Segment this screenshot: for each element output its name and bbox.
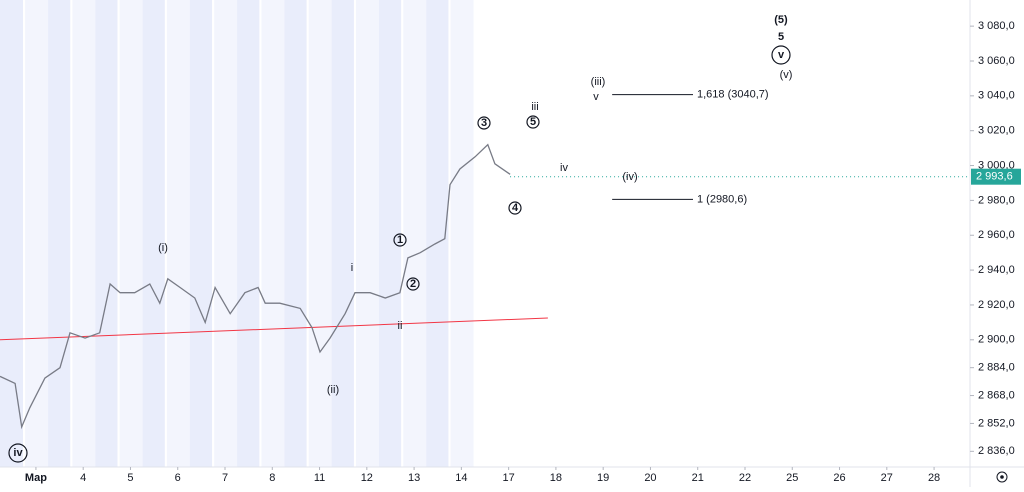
x-tick-label: 19	[597, 472, 609, 484]
session-band	[141, 0, 165, 467]
x-tick-label: 27	[881, 472, 893, 484]
session-band	[94, 0, 118, 467]
y-tick-label: 3 080,0	[978, 20, 1015, 32]
wave-label-circle	[477, 116, 491, 130]
wave-label-circle	[393, 233, 407, 247]
x-tick-label: 25	[786, 472, 798, 484]
wave-label: 5	[530, 116, 536, 128]
wave-label-circle	[526, 115, 540, 129]
session-band	[72, 0, 96, 467]
wave-label: v	[593, 91, 599, 103]
session-band	[283, 0, 307, 467]
x-tick-label: 21	[692, 472, 704, 484]
wave-label: (5)	[774, 14, 788, 26]
wave-label: iv	[560, 162, 568, 174]
wave-label-circle	[8, 443, 28, 463]
x-tick-label: 8	[269, 472, 275, 484]
wave-label: 1	[397, 234, 403, 246]
y-tick-label: 2 940,0	[978, 264, 1015, 276]
x-tick-label: 12	[361, 472, 373, 484]
wave-label-circle	[406, 277, 420, 291]
x-tick-label: 7	[222, 472, 228, 484]
y-tick-label: 2 836,0	[978, 445, 1015, 457]
wave-label: 4	[512, 202, 519, 214]
x-tick-label: 6	[175, 472, 181, 484]
y-tick-label: 2 980,0	[978, 194, 1015, 206]
wave-label: (ii)	[327, 384, 339, 396]
last-price-box	[971, 168, 1021, 185]
x-tick-label: 13	[408, 472, 420, 484]
wave-label: iv	[13, 447, 23, 459]
session-shading	[0, 0, 474, 467]
wave-label: v	[778, 49, 785, 61]
session-band	[0, 0, 23, 467]
session-band	[214, 0, 238, 467]
y-tick-label: 2 884,0	[978, 362, 1015, 374]
session-band	[356, 0, 380, 467]
wave-label-circle	[508, 201, 522, 215]
x-tick-label: 18	[550, 472, 562, 484]
session-band	[47, 0, 71, 467]
session-band	[450, 0, 474, 467]
session-band	[378, 0, 402, 467]
session-band	[189, 0, 213, 467]
session-band	[119, 0, 143, 467]
session-band	[166, 0, 190, 467]
y-tick-label: 2 900,0	[978, 334, 1015, 346]
x-tick-label: 26	[833, 472, 845, 484]
x-tick-label: 5	[127, 472, 133, 484]
x-tick-label: 17	[503, 472, 515, 484]
wave-label: iii	[531, 101, 538, 113]
settings-icon[interactable]	[996, 471, 1008, 483]
session-band	[25, 0, 49, 467]
wave-label: 3	[481, 117, 487, 129]
x-tick-label: 4	[80, 472, 86, 484]
x-tick-label: Мар	[25, 472, 47, 484]
fib-level-label: 1,618 (3040,7)	[697, 89, 769, 101]
x-tick-label: 28	[928, 472, 940, 484]
y-tick-label: 2 960,0	[978, 229, 1015, 241]
price-line	[0, 143, 511, 430]
session-band	[403, 0, 427, 467]
fib-level-label: 1 (2980,6)	[697, 193, 747, 205]
x-tick-label: 20	[644, 472, 656, 484]
session-band	[236, 0, 260, 467]
last-price-label: 2 993,6	[976, 171, 1013, 183]
settings-icon-dot	[1000, 475, 1004, 479]
y-tick-label: 2 868,0	[978, 389, 1015, 401]
wave-label: ii	[398, 320, 403, 332]
wave-label: (iii)	[591, 76, 606, 88]
session-band	[425, 0, 449, 467]
y-tick-label: 3 020,0	[978, 125, 1015, 137]
wave-label: i	[351, 262, 353, 274]
wave-label: (v)	[780, 69, 793, 81]
wave-label-circle	[771, 45, 791, 65]
x-tick-label: 22	[739, 472, 751, 484]
y-tick-label: 3 040,0	[978, 90, 1015, 102]
wave-label: (iv)	[622, 171, 637, 183]
session-band	[330, 0, 354, 467]
session-band	[308, 0, 332, 467]
x-tick-label: 14	[455, 472, 467, 484]
wave-label: (i)	[158, 242, 168, 254]
session-band	[261, 0, 285, 467]
wave-label: 2	[410, 278, 416, 290]
wave-label: 5	[778, 31, 784, 43]
y-tick-label: 2 852,0	[978, 417, 1015, 429]
y-tick-label: 3 000,0	[978, 159, 1015, 171]
x-tick-label: 11	[314, 472, 325, 484]
y-tick-label: 3 060,0	[978, 55, 1015, 67]
y-tick-label: 2 920,0	[978, 299, 1015, 311]
